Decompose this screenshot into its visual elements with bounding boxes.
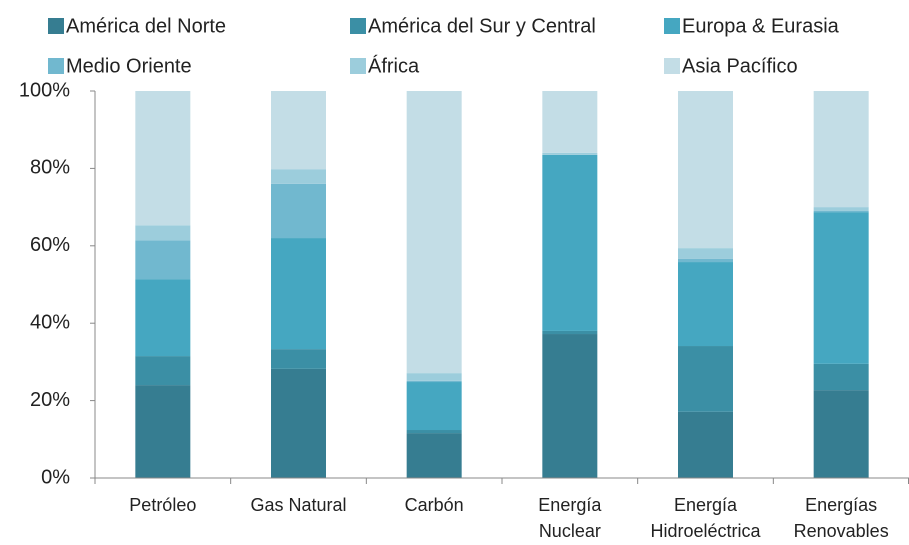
legend-swatch xyxy=(350,58,366,74)
bar-segment xyxy=(678,411,733,478)
bar-segment xyxy=(542,91,598,153)
bar-segment xyxy=(678,346,733,412)
legend-swatch xyxy=(664,18,680,34)
legend-label: Asia Pacífico xyxy=(682,55,798,77)
bar-segment xyxy=(135,356,191,386)
bar-segment xyxy=(813,212,869,364)
x-tick-label: Energía Hidroeléctrica xyxy=(650,495,761,541)
bar-segment xyxy=(271,91,326,170)
bar-segment xyxy=(135,225,191,241)
bar-segment xyxy=(135,385,191,478)
legend-swatch xyxy=(48,18,64,34)
bar-segment xyxy=(406,382,462,431)
x-tick-label: Carbón xyxy=(404,495,464,515)
y-tick-label: 40% xyxy=(30,311,70,333)
legend-label: Europa & Eurasia xyxy=(682,15,840,37)
bar-segment xyxy=(135,240,191,280)
legend-label: África xyxy=(368,54,420,77)
bar-segment xyxy=(542,330,598,335)
legend-label: América del Sur y Central xyxy=(368,15,596,37)
bar-segment xyxy=(271,368,326,478)
y-tick-label: 20% xyxy=(30,389,70,411)
bar-segment xyxy=(542,152,598,155)
legend-label: Medio Oriente xyxy=(66,55,192,77)
legend-swatch xyxy=(350,18,366,34)
bar-segment xyxy=(135,279,191,357)
bar-segment xyxy=(813,210,869,213)
bar-segment xyxy=(271,183,326,239)
x-tick-label: Energía Nuclear xyxy=(538,495,602,541)
y-tick-label: 60% xyxy=(30,234,70,256)
bar-segment xyxy=(678,248,733,259)
x-tick-label: Gas Natural xyxy=(250,495,347,515)
bar-segment xyxy=(271,349,326,369)
bar-segment xyxy=(813,390,869,478)
bar-segment xyxy=(406,380,462,383)
bar-segment xyxy=(406,373,462,381)
bar-segment xyxy=(813,207,869,211)
y-tick-label: 80% xyxy=(30,157,70,179)
y-tick-label: 100% xyxy=(19,79,70,101)
bar-segment xyxy=(678,258,733,263)
y-tick-label: 0% xyxy=(41,466,70,488)
bar-segment xyxy=(813,363,869,391)
bar-segment xyxy=(271,169,326,184)
legend-swatch xyxy=(48,58,64,74)
bar-segment xyxy=(678,91,733,249)
bar-segment xyxy=(542,334,598,478)
bar-segment xyxy=(406,91,462,374)
bar-segment xyxy=(813,91,869,208)
bar-segment xyxy=(406,433,462,478)
x-tick-label: Petróleo xyxy=(129,495,197,515)
legend-swatch xyxy=(664,58,680,74)
bar-segment xyxy=(678,262,733,347)
bar-segment xyxy=(271,238,326,350)
bar-segment xyxy=(135,91,191,226)
bar-segment xyxy=(542,154,598,331)
bar-segment xyxy=(406,430,462,434)
x-tick-label: Energías Renovables xyxy=(793,495,889,541)
legend-label: América del Norte xyxy=(66,15,226,37)
